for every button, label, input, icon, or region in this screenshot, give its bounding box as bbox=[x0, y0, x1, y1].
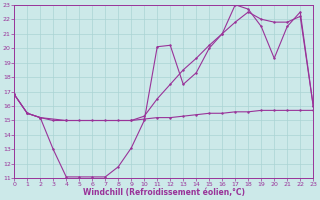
X-axis label: Windchill (Refroidissement éolien,°C): Windchill (Refroidissement éolien,°C) bbox=[83, 188, 245, 197]
